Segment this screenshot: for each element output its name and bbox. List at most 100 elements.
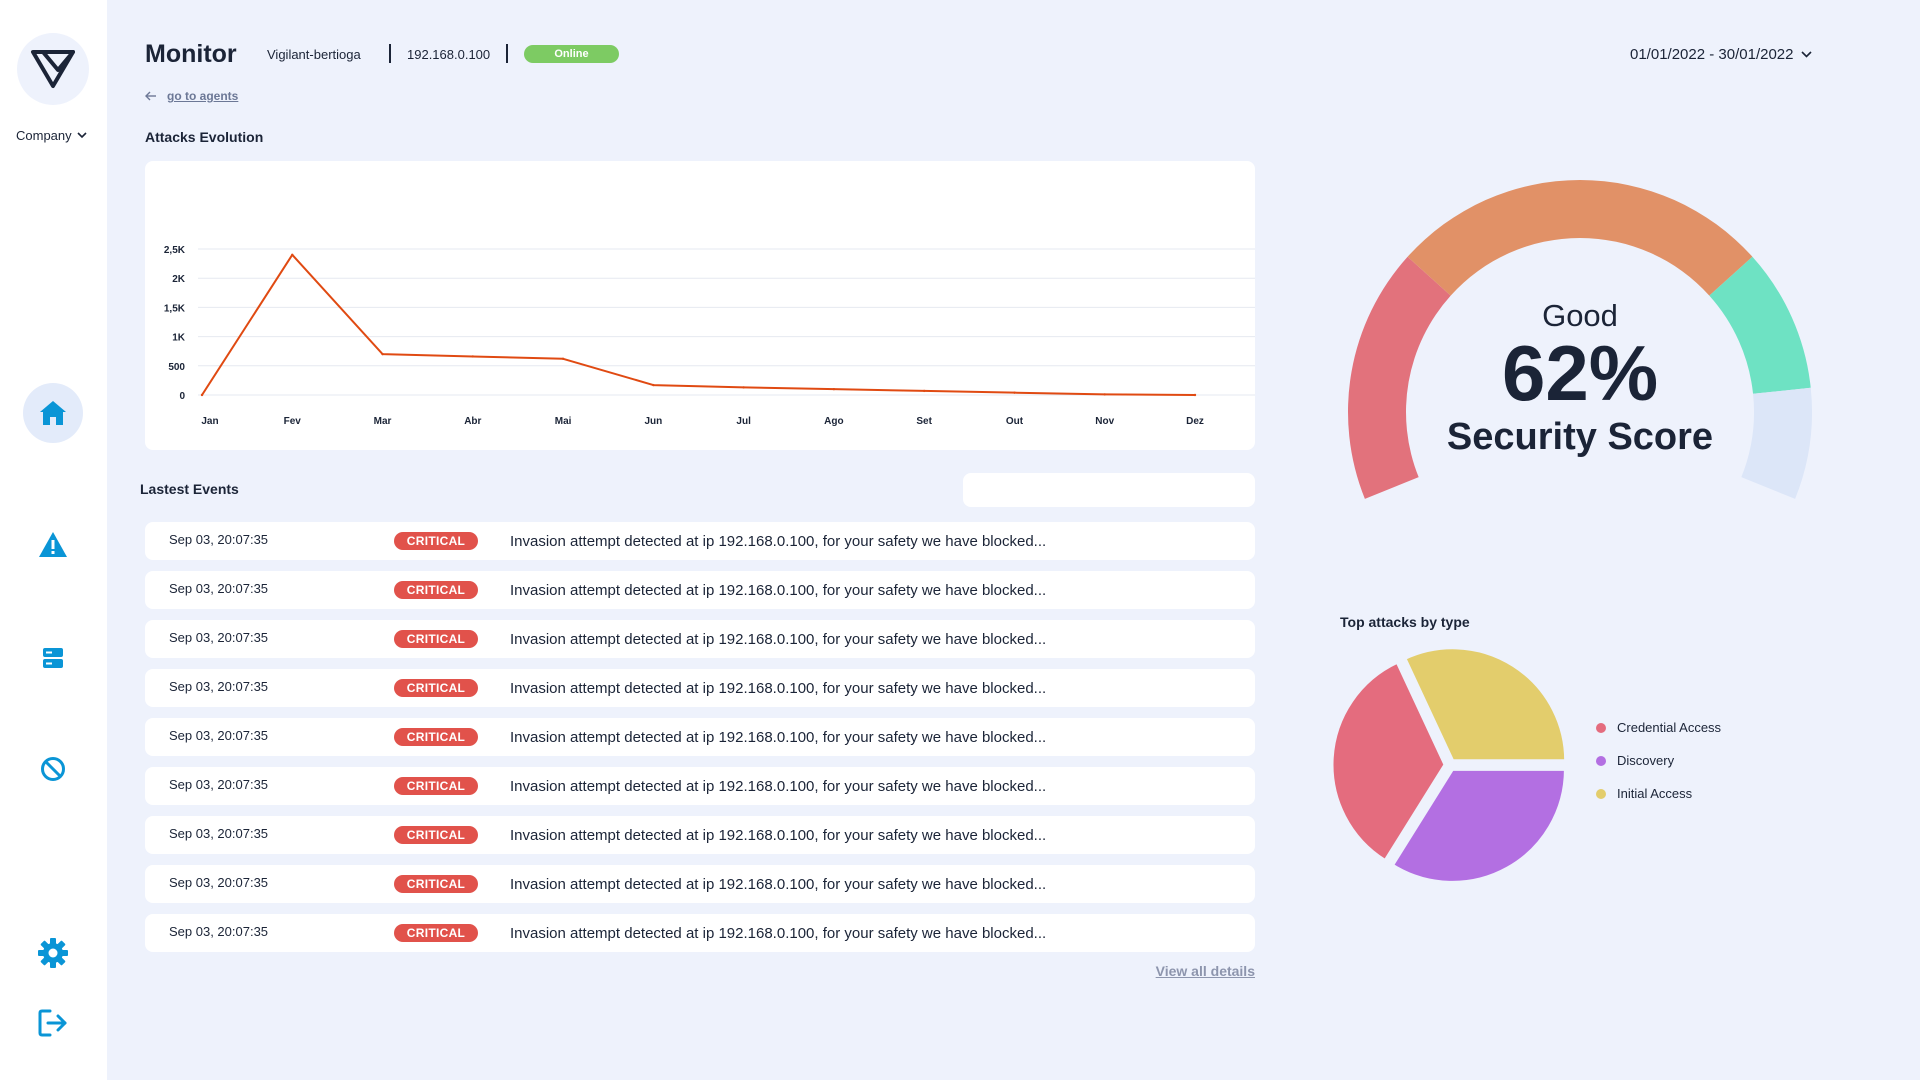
legend-label: Credential Access bbox=[1617, 720, 1722, 735]
severity-badge: CRITICAL bbox=[394, 728, 478, 746]
company-logo[interactable] bbox=[17, 33, 89, 105]
nav-alerts[interactable] bbox=[23, 514, 83, 574]
nav-logout[interactable] bbox=[23, 993, 83, 1053]
data-point bbox=[200, 393, 204, 397]
divider bbox=[389, 44, 391, 63]
nav-blocked[interactable] bbox=[23, 739, 83, 799]
gauge-segment bbox=[1348, 256, 1451, 499]
nav-home[interactable] bbox=[23, 383, 83, 443]
event-row[interactable]: Sep 03, 20:07:35 CRITICAL Invasion attempt… bbox=[145, 718, 1255, 756]
severity-badge: CRITICAL bbox=[394, 875, 478, 893]
warning-icon bbox=[39, 531, 67, 557]
home-icon bbox=[40, 401, 66, 425]
legend-item: Credential Access bbox=[1596, 711, 1721, 744]
top-attacks-pie bbox=[1330, 646, 1568, 884]
event-time: Sep 03, 20:07:35 bbox=[169, 777, 269, 792]
event-time: Sep 03, 20:07:35 bbox=[169, 728, 269, 743]
x-tick-label: Nov bbox=[1095, 416, 1114, 427]
page-title: Monitor bbox=[145, 40, 237, 68]
score-value: 62% bbox=[1501, 329, 1659, 417]
security-score-gauge bbox=[1348, 180, 1812, 499]
event-message: Invasion attempt detected at ip 192.168.… bbox=[510, 680, 1047, 697]
x-tick-label: Dez bbox=[1186, 416, 1204, 427]
date-range-selector[interactable]: 01/01/2022 - 30/01/2022 bbox=[1630, 46, 1813, 63]
nav-settings[interactable] bbox=[23, 923, 83, 983]
status-badge: Online bbox=[524, 45, 619, 63]
event-message: Invasion attempt detected at ip 192.168.… bbox=[510, 533, 1047, 550]
pie-slice[interactable] bbox=[1330, 660, 1447, 863]
company-selector[interactable]: Company bbox=[16, 128, 87, 143]
x-tick-label: Abr bbox=[464, 416, 481, 427]
y-tick-label: 1K bbox=[172, 333, 186, 344]
severity-badge: CRITICAL bbox=[394, 777, 478, 795]
event-time: Sep 03, 20:07:35 bbox=[169, 630, 269, 645]
event-row[interactable]: Sep 03, 20:07:35 CRITICAL Invasion attempt… bbox=[145, 669, 1255, 707]
arrow-left-icon bbox=[145, 91, 156, 101]
event-row[interactable]: Sep 03, 20:07:35 CRITICAL Invasion attempt… bbox=[145, 571, 1255, 609]
top-attacks-legend: Credential Access Discovery Initial Access bbox=[1596, 711, 1721, 810]
event-row[interactable]: Sep 03, 20:07:35 CRITICAL Invasion attempt… bbox=[145, 816, 1255, 854]
data-point bbox=[742, 386, 745, 389]
event-message: Invasion attempt detected at ip 192.168.… bbox=[510, 827, 1047, 844]
event-message: Invasion attempt detected at ip 192.168.… bbox=[510, 925, 1047, 942]
back-to-agents-link[interactable]: go to agents bbox=[145, 89, 238, 103]
event-time: Sep 03, 20:07:35 bbox=[169, 924, 269, 939]
attacks-evolution-title: Attacks Evolution bbox=[145, 129, 264, 145]
data-point bbox=[1103, 393, 1106, 396]
gauge-segment bbox=[1741, 387, 1812, 499]
nav-servers[interactable] bbox=[23, 628, 83, 688]
pie-slice[interactable] bbox=[1391, 767, 1567, 884]
event-time: Sep 03, 20:07:35 bbox=[169, 532, 269, 547]
data-point bbox=[1193, 393, 1197, 397]
agent-name: Vigilant-bertioga bbox=[267, 47, 361, 62]
legend-item: Discovery bbox=[1596, 744, 1721, 777]
events-list: Sep 03, 20:07:35 CRITICAL Invasion attempt… bbox=[145, 522, 1255, 963]
x-tick-label: Fev bbox=[284, 416, 302, 427]
legend-label: Initial Access bbox=[1617, 786, 1693, 801]
date-range-label: 01/01/2022 - 30/01/2022 bbox=[1630, 46, 1794, 63]
y-tick-label: 2K bbox=[172, 274, 186, 285]
legend-dot bbox=[1596, 755, 1606, 766]
chevron-down-icon bbox=[77, 132, 87, 139]
block-icon bbox=[41, 757, 65, 781]
severity-badge: CRITICAL bbox=[394, 826, 478, 844]
gear-icon bbox=[38, 938, 68, 968]
severity-badge: CRITICAL bbox=[394, 581, 478, 599]
events-search-input[interactable] bbox=[963, 473, 1255, 507]
event-row[interactable]: Sep 03, 20:07:35 CRITICAL Invasion attempt… bbox=[145, 865, 1255, 903]
event-message: Invasion attempt detected at ip 192.168.… bbox=[510, 778, 1047, 795]
event-row[interactable]: Sep 03, 20:07:35 CRITICAL Invasion attempt… bbox=[145, 914, 1255, 952]
data-point bbox=[652, 383, 655, 387]
data-point bbox=[381, 352, 384, 356]
gauge-segment bbox=[1709, 256, 1811, 394]
top-attacks-title: Top attacks by type bbox=[1340, 614, 1470, 630]
data-point bbox=[291, 253, 294, 257]
event-row[interactable]: Sep 03, 20:07:35 CRITICAL Invasion attempt… bbox=[145, 620, 1255, 658]
chevron-down-icon bbox=[1801, 51, 1813, 58]
series-line bbox=[201, 253, 1196, 396]
event-row[interactable]: Sep 03, 20:07:35 CRITICAL Invasion attempt… bbox=[145, 767, 1255, 805]
gauge-segment bbox=[1407, 180, 1753, 296]
view-all-details-link[interactable]: View all details bbox=[1155, 963, 1255, 979]
severity-badge: CRITICAL bbox=[394, 679, 478, 697]
x-tick-label: Jun bbox=[644, 416, 662, 427]
event-message: Invasion attempt detected at ip 192.168.… bbox=[510, 582, 1047, 599]
y-tick-label: 2,5K bbox=[164, 245, 186, 256]
x-tick-label: Mar bbox=[374, 416, 392, 427]
logout-icon bbox=[38, 1009, 67, 1037]
event-time: Sep 03, 20:07:35 bbox=[169, 581, 269, 596]
legend-item: Initial Access bbox=[1596, 777, 1721, 810]
severity-badge: CRITICAL bbox=[394, 924, 478, 942]
pie-slice[interactable] bbox=[1403, 646, 1568, 763]
server-icon bbox=[43, 648, 63, 668]
event-time: Sep 03, 20:07:35 bbox=[169, 679, 269, 694]
severity-badge: CRITICAL bbox=[394, 630, 478, 648]
legend-dot bbox=[1596, 722, 1606, 733]
event-row[interactable]: Sep 03, 20:07:35 CRITICAL Invasion attempt… bbox=[145, 522, 1255, 560]
x-tick-label: Jan bbox=[201, 416, 218, 427]
score-quality: Good bbox=[1542, 298, 1618, 333]
event-time: Sep 03, 20:07:35 bbox=[169, 875, 269, 890]
data-point bbox=[1013, 391, 1016, 394]
attacks-line-chart: 0 500 1K 1,5K 2K 2,5K Jan Fev Mar Abr Mai Jun Jul Ago… bbox=[164, 245, 1255, 427]
data-point bbox=[922, 389, 926, 393]
